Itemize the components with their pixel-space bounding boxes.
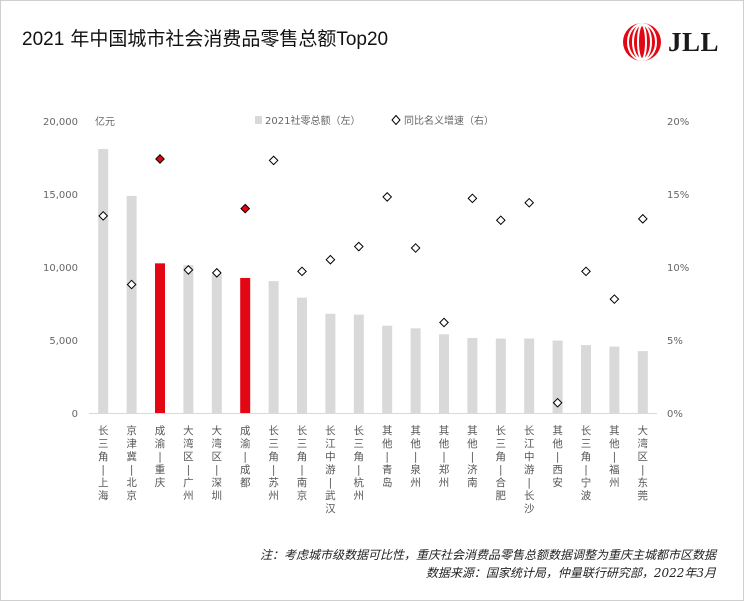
- category-label: 长三角|杭州: [354, 425, 365, 502]
- category-label: 成渝|成都: [240, 425, 251, 489]
- legend-bar-label: 2021社零总额（左）: [265, 114, 360, 127]
- jll-logo: JLL: [622, 22, 719, 62]
- jll-logo-mark-icon: [623, 23, 661, 61]
- footnote: 注：考虑城市级数据可比性，重庆社会消费品零售总额数据调整为重庆主城都市区数据: [259, 548, 716, 562]
- title-main: 年中国城市社会消费品零售总额: [70, 28, 337, 50]
- category-label: 其他|郑州: [439, 425, 450, 489]
- marker-7: [268, 155, 279, 166]
- marker-4: [183, 265, 194, 275]
- bar-10: [353, 314, 364, 413]
- legend-bar-swatch: [255, 116, 262, 124]
- y-right-tick-label: 20%: [667, 117, 689, 128]
- legend-marker-swatch: [391, 114, 401, 126]
- category-label: 长三角|苏州: [268, 425, 279, 502]
- marker-16: [524, 197, 535, 208]
- bar-6: [240, 277, 251, 413]
- marker-12: [410, 243, 421, 253]
- bar-18: [581, 345, 591, 413]
- category-label: 成渝|重庆: [155, 425, 166, 489]
- category-label: 长三角|上海: [98, 425, 109, 502]
- marker-8: [297, 266, 307, 277]
- y-right-tick-label: 0%: [667, 409, 683, 420]
- bar-8: [297, 297, 307, 413]
- bar-15: [495, 338, 506, 413]
- bar-2: [126, 195, 137, 413]
- bar-1: [98, 149, 109, 414]
- bar-4: [183, 265, 194, 413]
- y-left-tick-label: 15,000: [43, 190, 78, 201]
- category-label: 京津冀|北京: [126, 424, 137, 502]
- title-year: 2021: [22, 29, 65, 50]
- bar-14: [467, 337, 478, 413]
- y-right-tick-label: 10%: [667, 263, 689, 274]
- bar-5: [211, 274, 222, 413]
- y-left-tick-label: 20,000: [43, 117, 78, 128]
- y-right-tick-label: 15%: [667, 190, 689, 201]
- y-right-tick-label: 5%: [667, 336, 683, 347]
- category-label: 其他|青岛: [382, 425, 393, 489]
- y-left-unit-label: 亿元: [95, 115, 115, 128]
- marker-6: [240, 203, 251, 214]
- category-label: 其他|西安: [552, 425, 563, 489]
- marker-10: [353, 241, 364, 252]
- category-label: 长三角|南京: [297, 425, 308, 502]
- bar-12: [410, 328, 421, 413]
- bar-17: [552, 340, 563, 413]
- bar-13: [439, 334, 449, 413]
- marker-14: [467, 193, 478, 204]
- page-title: 2021 年中国城市社会消费品零售总额Top20: [22, 24, 388, 51]
- bar-20: [637, 351, 648, 413]
- marker-15: [495, 215, 506, 226]
- category-label: 其他|济南: [467, 425, 478, 489]
- marker-19: [609, 294, 620, 305]
- category-label: 长三角|宁波: [581, 425, 592, 502]
- marker-13: [439, 317, 449, 328]
- marker-3: [155, 154, 165, 164]
- marker-18: [581, 266, 591, 277]
- bar-16: [524, 338, 535, 413]
- bar-19: [609, 346, 620, 413]
- marker-2: [126, 279, 137, 290]
- marker-11: [382, 192, 393, 202]
- category-label: 长江中游|武汉: [325, 425, 336, 515]
- marker-1: [98, 210, 109, 221]
- bar-9: [325, 313, 336, 413]
- bar-7: [268, 281, 279, 413]
- category-label: 长江中游|长沙: [524, 425, 535, 515]
- category-label: 长三角|合肥: [496, 425, 507, 502]
- y-left-tick-label: 5,000: [49, 336, 78, 347]
- category-label: 大湾区|东莞: [638, 424, 649, 502]
- legend-marker-label: 同比名义增速（右）: [404, 114, 494, 127]
- category-label: 大湾区|广州: [183, 424, 194, 502]
- bar-11: [382, 325, 393, 413]
- category-label: 大湾区|深圳: [212, 424, 223, 502]
- source-note: 数据来源：国家统计局，仲量联行研究部，2022年3月: [425, 566, 716, 580]
- marker-9: [325, 254, 336, 265]
- marker-20: [637, 213, 648, 224]
- marker-5: [211, 267, 222, 278]
- category-label: 其他|福州: [609, 425, 620, 489]
- logo-text: JLL: [668, 26, 720, 57]
- y-left-tick-label: 10,000: [43, 263, 78, 274]
- marker-17: [552, 397, 563, 408]
- title-suffix: Top20: [336, 29, 389, 50]
- bar-3: [155, 263, 165, 413]
- y-left-tick-label: 0: [72, 409, 78, 420]
- category-label: 其他|泉州: [410, 425, 421, 489]
